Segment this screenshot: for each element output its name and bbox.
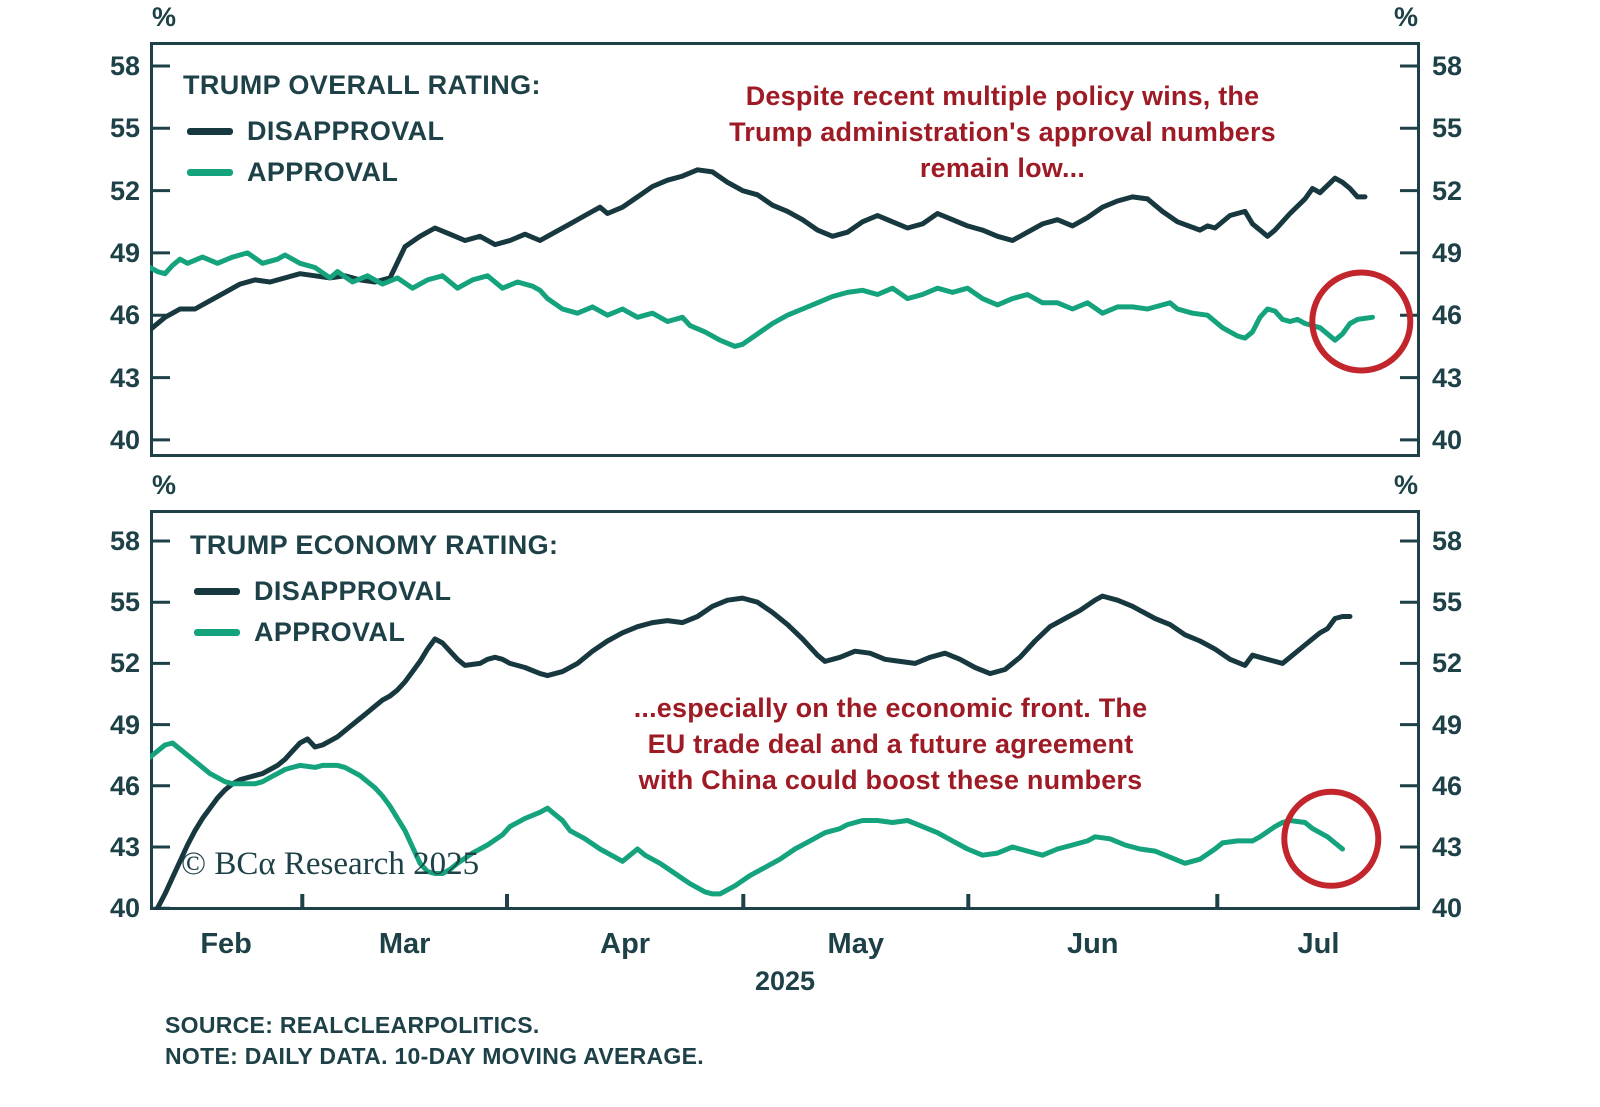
overall-rating-chart	[150, 42, 1420, 457]
y-axis-label: 46	[109, 770, 140, 801]
approval-line-swatch	[194, 629, 240, 636]
legend-row-disapproval: DISAPPROVAL	[183, 111, 541, 152]
y-axis-label: 52	[1432, 175, 1463, 206]
x-axis-month-label: Mar	[378, 928, 431, 960]
economy-rating-chart	[150, 510, 1420, 910]
note-line: NOTE: DAILY DATA. 10-DAY MOVING AVERAGE.	[165, 1043, 704, 1069]
y-axis-label: 52	[1432, 648, 1463, 679]
overall-chart-legend: TRUMP OVERALL RATING: DISAPPROVAL APPROV…	[183, 70, 541, 193]
y-axis-label: 40	[109, 893, 140, 924]
y-axis-label: 52	[109, 175, 140, 206]
overall-chart-title: TRUMP OVERALL RATING:	[183, 70, 541, 100]
y-axis-label: 40	[1432, 424, 1463, 455]
legend-row-approval: APPROVAL	[183, 152, 541, 193]
annotation-line: EU trade deal and a future agreement	[647, 729, 1134, 759]
bca-research-watermark: © BCα Research 2025	[181, 846, 480, 882]
legend-row-approval: APPROVAL	[190, 612, 558, 653]
legend-row-disapproval: DISAPPROVAL	[190, 571, 558, 612]
x-axis-year-label: 2025	[754, 966, 816, 996]
y-axis-label: 55	[109, 113, 140, 144]
x-axis-month-label: Jun	[1066, 928, 1119, 960]
y-axis-label: 43	[109, 362, 140, 393]
y-axis-label: 55	[109, 587, 140, 618]
y-axis-label: 40	[1432, 893, 1463, 924]
economy-chart-title: TRUMP ECONOMY RATING:	[190, 530, 559, 560]
x-axis-month-label: Jul	[1297, 928, 1340, 960]
economy-chart-legend: TRUMP ECONOMY RATING: DISAPPROVAL APPROV…	[190, 530, 558, 653]
legend-label-disapproval: DISAPPROVAL	[247, 116, 445, 146]
annotation-line: Trump administration's approval numbers	[729, 117, 1276, 147]
y-axis-label: 52	[109, 648, 140, 679]
disapproval-line-swatch	[194, 588, 240, 595]
y-axis-label: 43	[1432, 832, 1463, 862]
y-axis-label: 55	[1432, 587, 1463, 618]
y-axis-label: 49	[109, 237, 140, 268]
legend-label-approval: APPROVAL	[254, 617, 406, 647]
y-axis-label: 58	[109, 51, 140, 81]
footer-notes: SOURCE: REALCLEARPOLITICS. NOTE: DAILY D…	[165, 1010, 704, 1072]
y-axis-label: 49	[1432, 709, 1463, 740]
overall-annotation: Despite recent multiple policy wins, the…	[700, 78, 1305, 186]
y-axis-label: 46	[1432, 770, 1463, 801]
y-axis-label: 49	[109, 709, 140, 740]
disapproval-line-swatch	[187, 128, 233, 135]
legend-label-approval: APPROVAL	[247, 157, 399, 187]
y-axis-label: 40	[109, 424, 140, 455]
approval-line-swatch	[187, 169, 233, 176]
x-axis-month-label: May	[827, 928, 884, 960]
percent-label-top-right: %	[1394, 2, 1419, 32]
y-axis-label: 58	[1432, 526, 1463, 556]
x-axis-month-label: Apr	[600, 928, 651, 960]
annotation-line: Despite recent multiple policy wins, the	[745, 81, 1260, 111]
y-axis-label: 58	[109, 526, 140, 556]
percent-label-top-left: %	[152, 2, 177, 32]
y-axis-label: 46	[1432, 300, 1463, 331]
annotation-line: ...especially on the economic front. The	[633, 693, 1148, 723]
percent-label-bottom-right: %	[1394, 470, 1419, 500]
x-axis-month-label: Feb	[200, 928, 252, 960]
y-axis-label: 49	[1432, 237, 1463, 268]
y-axis-label: 43	[1432, 362, 1463, 393]
annotation-line: remain low...	[919, 153, 1086, 183]
source-line: SOURCE: REALCLEARPOLITICS.	[165, 1012, 540, 1038]
y-axis-label: 43	[109, 832, 140, 862]
y-axis-label: 55	[1432, 113, 1463, 144]
annotation-line: with China could boost these numbers	[638, 765, 1143, 795]
economy-annotation: ...especially on the economic front. The…	[588, 690, 1193, 798]
legend-label-disapproval: DISAPPROVAL	[254, 576, 452, 606]
percent-label-bottom-left: %	[152, 470, 177, 500]
y-axis-label: 58	[1432, 51, 1463, 81]
y-axis-label: 46	[109, 300, 140, 331]
